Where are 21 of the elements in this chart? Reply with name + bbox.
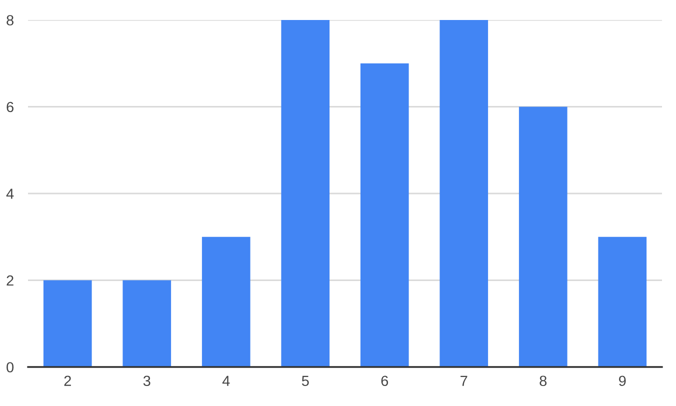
x-tick-label: 2 (64, 376, 71, 386)
bar (440, 20, 488, 367)
bar (202, 236, 250, 367)
bar (518, 106, 568, 367)
x-tick-label: 7 (460, 376, 468, 386)
x-tick-label: 3 (143, 376, 150, 386)
x-tick-label: 6 (381, 376, 388, 386)
bar (43, 280, 92, 367)
y-tick-label: 0 (6, 362, 14, 372)
bar (598, 236, 647, 367)
y-tick-label: 6 (6, 102, 14, 112)
x-tick-label: 4 (222, 376, 230, 386)
x-tick-label: 8 (540, 376, 547, 386)
bar (281, 20, 330, 367)
x-tick-label: 5 (302, 376, 309, 386)
bar (122, 280, 172, 367)
bar (360, 63, 409, 367)
y-tick-label: 4 (6, 188, 14, 199)
x-tick-label: 9 (619, 376, 626, 386)
y-tick-label: 8 (6, 15, 14, 26)
y-tick-label: 2 (6, 275, 14, 286)
